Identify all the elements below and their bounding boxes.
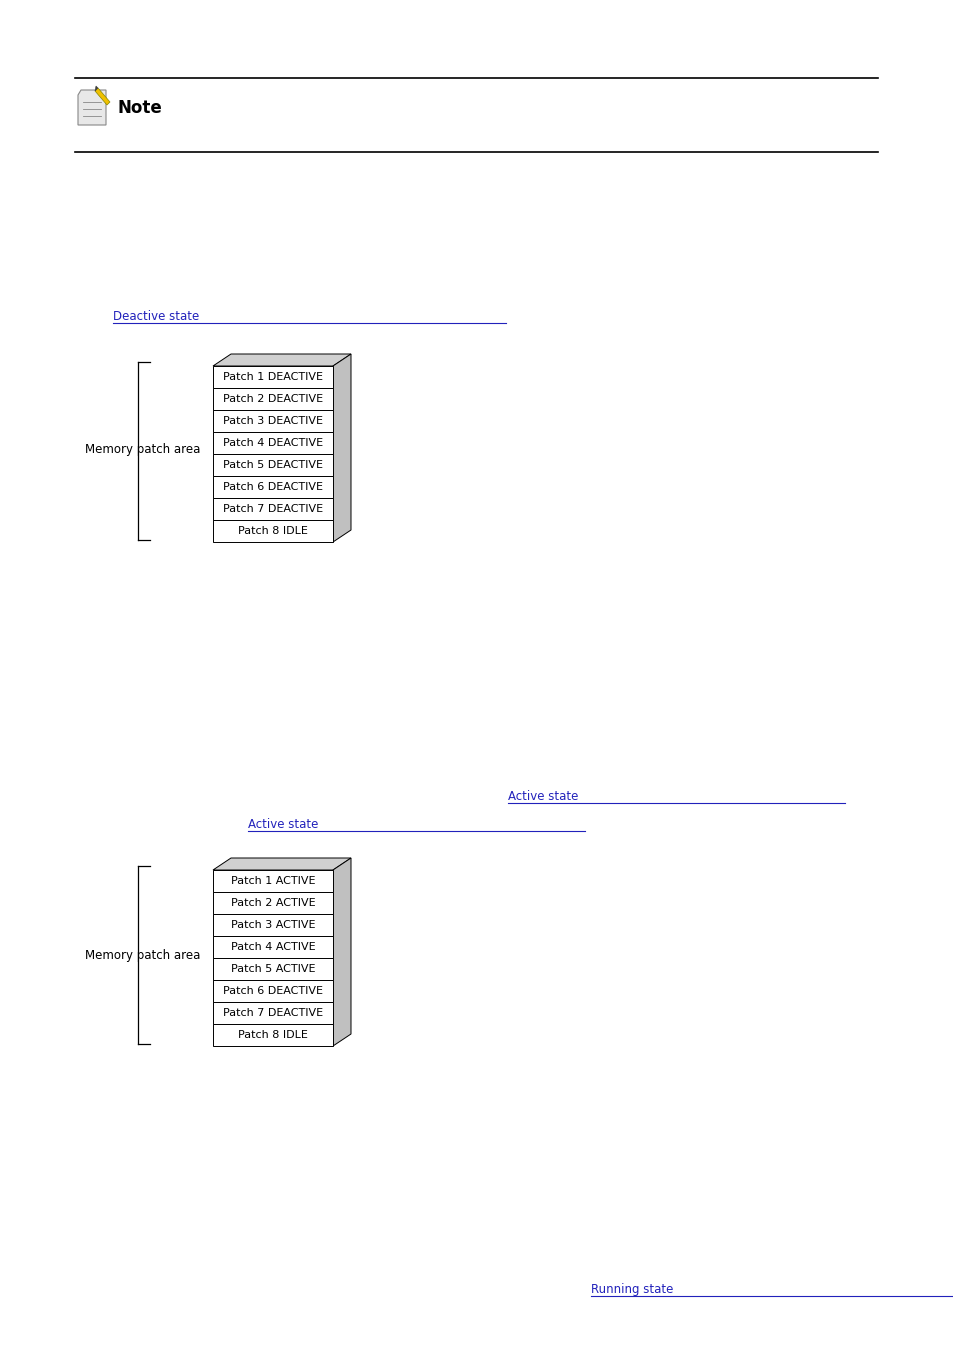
Text: Deactive state: Deactive state <box>112 310 199 323</box>
Bar <box>213 1025 333 1046</box>
Bar <box>213 387 333 410</box>
Text: Running state: Running state <box>590 1282 673 1296</box>
Text: Active state: Active state <box>248 818 318 832</box>
Text: Patch 4 ACTIVE: Patch 4 ACTIVE <box>231 942 315 952</box>
Text: Memory patch area: Memory patch area <box>85 444 200 456</box>
Text: Note: Note <box>118 99 163 117</box>
Text: Patch 4 DEACTIVE: Patch 4 DEACTIVE <box>223 437 323 448</box>
Text: Patch 6 DEACTIVE: Patch 6 DEACTIVE <box>223 482 323 491</box>
Bar <box>213 892 333 914</box>
Text: Patch 2 ACTIVE: Patch 2 ACTIVE <box>231 898 315 909</box>
Text: Patch 5 DEACTIVE: Patch 5 DEACTIVE <box>223 460 323 470</box>
Polygon shape <box>213 859 351 869</box>
Text: Active state: Active state <box>507 790 578 803</box>
Text: Patch 3 ACTIVE: Patch 3 ACTIVE <box>231 919 314 930</box>
Bar <box>213 958 333 980</box>
Text: Patch 1 ACTIVE: Patch 1 ACTIVE <box>231 876 314 886</box>
Bar <box>213 914 333 936</box>
Text: Patch 2 DEACTIVE: Patch 2 DEACTIVE <box>223 394 323 404</box>
Text: Patch 1 DEACTIVE: Patch 1 DEACTIVE <box>223 373 323 382</box>
Polygon shape <box>333 354 351 541</box>
Text: Patch 5 ACTIVE: Patch 5 ACTIVE <box>231 964 314 973</box>
Text: Patch 6 DEACTIVE: Patch 6 DEACTIVE <box>223 986 323 996</box>
Bar <box>213 477 333 498</box>
Bar <box>213 498 333 520</box>
Bar <box>213 432 333 454</box>
Bar <box>213 869 333 892</box>
Text: Patch 7 DEACTIVE: Patch 7 DEACTIVE <box>223 504 323 514</box>
Polygon shape <box>95 88 110 105</box>
Text: Memory patch area: Memory patch area <box>85 949 200 961</box>
Polygon shape <box>213 354 351 366</box>
Bar <box>213 1002 333 1025</box>
Bar <box>213 936 333 958</box>
Bar <box>213 366 333 387</box>
Bar <box>213 454 333 477</box>
Polygon shape <box>95 86 98 90</box>
Polygon shape <box>78 90 106 126</box>
Polygon shape <box>333 859 351 1046</box>
Text: Patch 3 DEACTIVE: Patch 3 DEACTIVE <box>223 416 323 427</box>
Text: Patch 8 IDLE: Patch 8 IDLE <box>238 1030 308 1040</box>
Text: Patch 7 DEACTIVE: Patch 7 DEACTIVE <box>223 1008 323 1018</box>
Text: Patch 8 IDLE: Patch 8 IDLE <box>238 526 308 536</box>
Bar <box>213 520 333 541</box>
Bar <box>213 410 333 432</box>
Bar <box>213 980 333 1002</box>
